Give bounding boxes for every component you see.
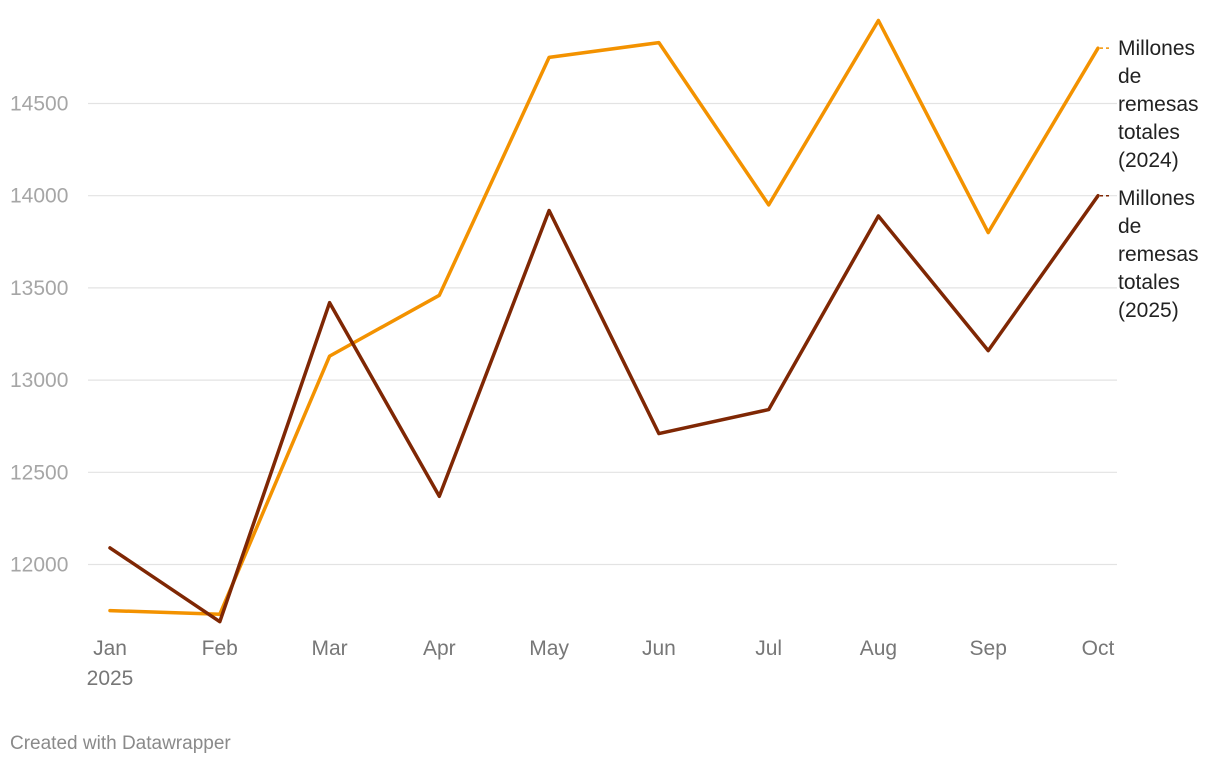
x-tick-label-may: May [529,637,569,660]
x-tick-sublabel-jan: 2025 [87,667,134,690]
series-labels: Millones de remesas totales (2024) Millones de… [1118,37,1199,322]
series-label-line: (2024) [1118,149,1179,172]
series-line-1 [108,18,1100,617]
x-axis-ticks: Jan 2025 Feb Mar Apr May Jun Jul Aug Sep Oct [87,637,1115,690]
series-label-line: totales [1118,271,1180,294]
x-tick-label-oct: Oct [1082,637,1115,660]
y-tick-label-13000: 13000 [10,369,68,392]
series-label-1: Millones de remesas totales (2024) [1118,37,1199,172]
series-label-line: Millones [1118,37,1195,60]
series-label-line: remesas [1118,93,1199,116]
series-line-2 [108,193,1100,624]
series-label-line: de [1118,215,1141,238]
y-tick-label-12500: 12500 [10,461,68,484]
y-tick-label-12000: 12000 [10,554,68,577]
series-label-line: totales [1118,121,1180,144]
x-tick-label-jul: Jul [755,637,782,660]
x-tick-label-aug: Aug [860,637,897,660]
x-tick-label-jan: Jan [93,637,127,660]
series-label-line: de [1118,65,1141,88]
x-tick-label-feb: Feb [202,637,238,660]
y-tick-label-13500: 13500 [10,277,68,300]
series-lines [108,18,1112,624]
x-tick-label-apr: Apr [423,637,456,660]
credit-text: Created with Datawrapper [10,733,231,754]
grid-lines [88,102,1117,566]
y-tick-label-14500: 14500 [10,93,68,116]
series-label-line: (2025) [1118,299,1179,322]
series-label-line: remesas [1118,243,1199,266]
x-tick-label-mar: Mar [311,637,347,660]
y-tick-label-14000: 14000 [10,185,68,208]
series-label-line: Millones [1118,187,1195,210]
x-tick-label-jun: Jun [642,637,676,660]
x-tick-label-sep: Sep [970,637,1007,660]
y-axis-ticks: 12000 12500 13000 13500 14000 14500 [10,93,68,577]
series-label-2: Millones de remesas totales (2025) [1118,187,1199,322]
